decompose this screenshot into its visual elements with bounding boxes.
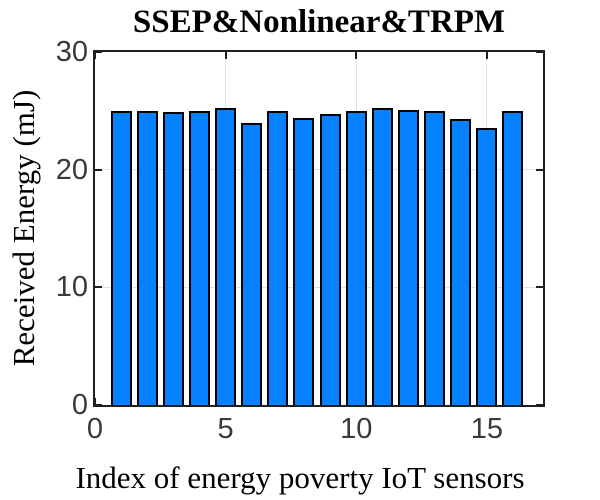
x-tick-label: 10 [340,413,373,445]
y-gridline [95,169,543,171]
x-tick-mark-top [95,52,96,59]
y-tick-mark-right [536,52,543,53]
y-tick-mark [95,168,102,171]
x-tick-label: 15 [470,413,503,445]
bar-4 [188,110,210,405]
y-tick-label: 0 [71,389,88,421]
y-axis-label: Received Energy (mJ) [6,89,41,367]
bar-3 [162,112,184,405]
y-tick-label: 20 [55,153,88,186]
bar-5 [215,108,237,405]
y-tick-label: 10 [55,271,88,304]
x-axis-label: Index of energy poverty IoT sensors [75,460,525,495]
x-tick-mark-top [224,52,227,59]
x-tick-mark [95,398,96,405]
bar-8 [293,117,315,405]
x-tick-label: 0 [86,413,104,445]
bar-2 [136,110,158,405]
bar-14 [450,119,472,405]
y-tick-mark-right [536,168,543,171]
y-tick-mark [95,52,102,53]
bar-15 [476,128,498,405]
y-gridline [95,286,543,288]
chart-title: SSEP&Nonlinear&TRPM [132,4,506,40]
bar-1 [110,110,132,405]
bar-13 [424,110,446,405]
x-tick-label: 5 [217,413,234,445]
bar-7 [267,110,289,405]
bar-10 [345,110,367,405]
bar-12 [397,109,419,405]
bar-16 [502,110,524,405]
bar-9 [319,114,341,405]
plot-area [93,50,545,407]
y-tick-mark [95,286,102,289]
y-tick-label: 30 [55,36,88,68]
y-tick-mark-right [536,286,543,289]
y-tick-mark-right [536,404,543,405]
x-tick-mark-top [485,52,488,59]
x-tick-mark-top [355,52,358,59]
bar-11 [371,108,393,405]
y-tick-mark [95,404,102,405]
bar-6 [241,122,263,405]
